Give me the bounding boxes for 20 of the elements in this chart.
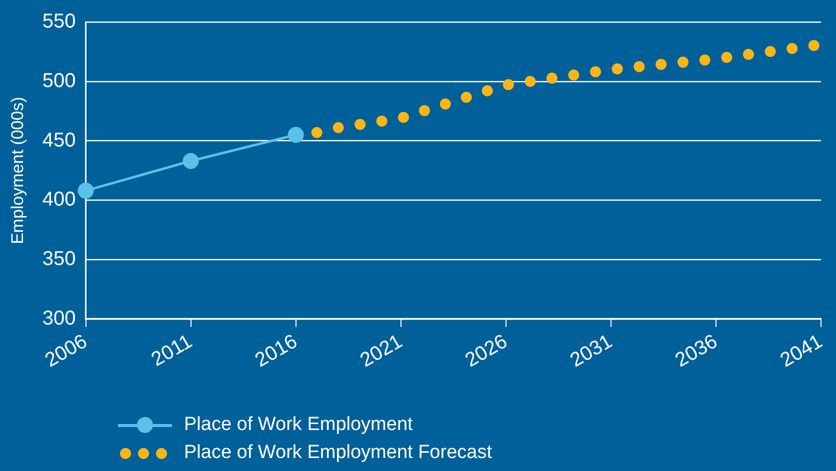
y-tick-label: 550 — [42, 10, 76, 33]
point — [288, 126, 304, 143]
y-tick-label: 350 — [42, 248, 76, 270]
point — [182, 152, 199, 169]
y-axis-title: Employment (000s) — [8, 96, 27, 244]
x-tick-label: 2036 — [672, 330, 722, 372]
x-tick-label: 2031 — [566, 330, 616, 372]
y-tick-label: 450 — [42, 129, 76, 152]
x-tick-label: 2011 — [148, 330, 196, 371]
x-tick-label: 2041 — [776, 330, 826, 372]
x-tick-label: 2016 — [252, 330, 302, 372]
legend-label: Place of Work Employment — [184, 414, 413, 436]
x-tick-label: 2021 — [356, 330, 406, 372]
x-tick-label: 2006 — [41, 330, 92, 372]
point — [78, 182, 94, 199]
y-tick-label: 300 — [42, 307, 76, 330]
y-tick-label: 400 — [42, 188, 76, 211]
y-tick-label: 500 — [42, 70, 76, 92]
legend-label: Place of Work Employment Forecast — [184, 442, 492, 464]
x-tick-label: 2026 — [462, 330, 512, 372]
